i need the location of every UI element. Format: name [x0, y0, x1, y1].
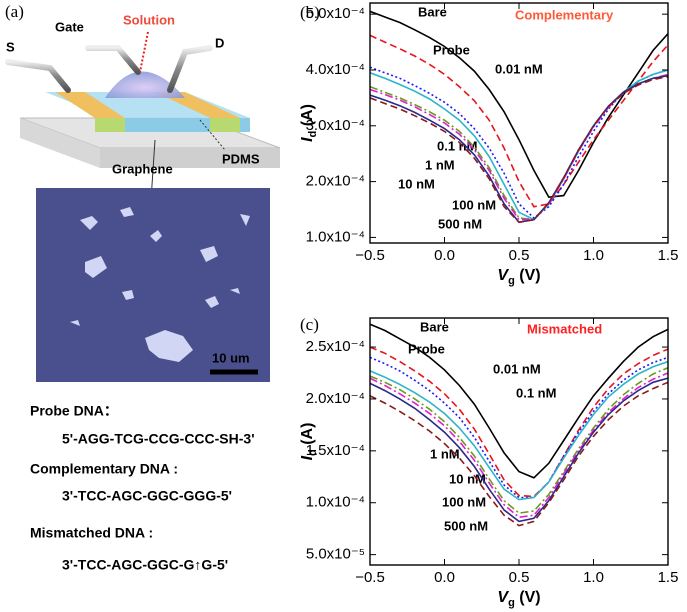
series-label: 0.01 nM [495, 61, 543, 76]
x-tick-label: −0.5 [355, 569, 385, 586]
x-axis-label-part: V [497, 267, 509, 284]
series-label: 100 nM [442, 494, 486, 509]
series-label: 0.1 nM [516, 385, 556, 400]
series-label: 0.1 nM [437, 138, 477, 153]
chart-title: Complementary [515, 7, 614, 22]
x-axis-label: Vg (V) [497, 589, 540, 609]
y-axis-label-part: I [299, 455, 316, 460]
x-tick-label: 1.5 [658, 247, 679, 264]
y-axis-label: Id (A) [299, 423, 319, 461]
probe-sequence: 5'-AGG-TCG-CCG-CCC-SH-3' [62, 431, 255, 447]
x-tick-label: 0.5 [509, 247, 530, 264]
pdms-slab-front [100, 148, 280, 168]
series-line [370, 360, 668, 501]
schematic [5, 31, 281, 216]
series-label: 10 nM [398, 176, 435, 191]
y-tick-label: 1.0x10⁻⁴ [306, 228, 365, 245]
pdms-pointer [199, 119, 226, 151]
y-tick-label: 4.0x10⁻⁴ [306, 61, 365, 78]
series-label: 100 nM [452, 197, 496, 212]
series-line [370, 75, 668, 224]
graphene-flakes [70, 207, 250, 362]
mismatched-title: Mismatched DNA : [30, 525, 153, 541]
micrograph [36, 188, 270, 382]
y-tick-label: 2.0x10⁻⁴ [306, 173, 365, 190]
x-tick-label: 1.5 [658, 569, 679, 586]
y-axis-label: Id (A) [299, 104, 319, 142]
x-tick-label: 1.0 [583, 247, 604, 264]
panel-label: (a) [5, 2, 24, 21]
pdms-slab-side [20, 118, 100, 168]
probe-d [167, 45, 213, 93]
series-line [370, 74, 668, 224]
probe-title: Probe DNA： [30, 403, 118, 419]
series-label: 1 nM [430, 446, 460, 461]
chart-title: Mismatched [527, 321, 602, 336]
solution-pointer [139, 31, 149, 73]
series-label: Bare [418, 4, 447, 19]
series-label: Probe [433, 42, 470, 57]
series-line [370, 74, 668, 221]
x-tick-label: 1.0 [583, 569, 604, 586]
label-gate: Gate [55, 19, 84, 34]
scale-bar-label: 10 um [212, 350, 250, 365]
droplet [105, 71, 185, 98]
y-axis-label-part: d [307, 131, 319, 138]
series-line [370, 66, 668, 219]
probe-s [5, 59, 71, 93]
series-line [370, 377, 668, 523]
complementary-sequence: 3'-TCC-AGC-GGC-GGG-5' [62, 488, 232, 504]
series-label: 1 nM [425, 157, 455, 172]
y-axis-label-part: (A) [299, 104, 316, 131]
y-axis-label-part: I [299, 137, 316, 142]
probe-gate [85, 45, 141, 75]
series-label: 0.01 nM [493, 361, 541, 376]
series-label: 500 nM [438, 216, 482, 231]
x-axis-label: Vg (V) [497, 267, 540, 287]
y-tick-label: 2.0x10⁻⁴ [306, 390, 365, 407]
electrode-d-front [210, 118, 240, 132]
x-tick-label: −0.5 [355, 247, 385, 264]
label-graphene: Graphene [112, 161, 173, 176]
label-s: S [6, 39, 15, 54]
y-tick-label: 3.0x10⁻⁴ [306, 117, 365, 134]
x-tick-label: 0.0 [434, 247, 455, 264]
label-d: D [215, 35, 224, 50]
x-tick-label: 0.5 [509, 569, 530, 586]
y-axis-label-part: d [307, 449, 319, 456]
series-line [370, 381, 668, 527]
series-line [370, 34, 668, 208]
panel-label: (c) [300, 315, 319, 334]
series-label: 500 nM [444, 518, 488, 533]
electrode-s-front [95, 118, 125, 132]
series-line [370, 346, 668, 498]
series-label: 10 nM [449, 471, 486, 486]
y-axis-label-part: (A) [299, 423, 316, 450]
y-tick-label: 1.5x10⁻⁴ [306, 442, 365, 459]
electrode-d [155, 92, 240, 118]
x-axis-label-part: V [497, 589, 509, 606]
x-axis-label-part: g [508, 275, 515, 287]
complementary-title: Complementary DNA : [30, 461, 178, 477]
x-axis-label-part: (V) [515, 589, 541, 606]
x-tick-label: 0.0 [434, 569, 455, 586]
label-pdms: PDMS [222, 151, 260, 166]
series-line [370, 10, 668, 199]
y-tick-label: 1.0x10⁻⁴ [306, 494, 365, 511]
y-tick-label: 2.5x10⁻⁴ [306, 338, 365, 355]
plot-frame [369, 2, 669, 244]
series-label: Probe [408, 341, 445, 356]
y-tick-label: 5.0x10⁻⁴ [306, 5, 365, 22]
label-solution: Solution [123, 12, 175, 27]
x-axis-label-part: (V) [515, 267, 541, 284]
series-line [370, 356, 668, 499]
y-tick-label: 5.0x10⁻⁵ [306, 546, 365, 563]
x-axis-label-part: g [508, 597, 515, 609]
series-label: Bare [420, 319, 449, 334]
series-line [370, 323, 668, 479]
electrode-s [55, 92, 125, 118]
panel-label: (b) [300, 3, 320, 22]
mismatched-sequence: 3'-TCC-AGC-GGC-G↑G-5' [62, 557, 228, 573]
